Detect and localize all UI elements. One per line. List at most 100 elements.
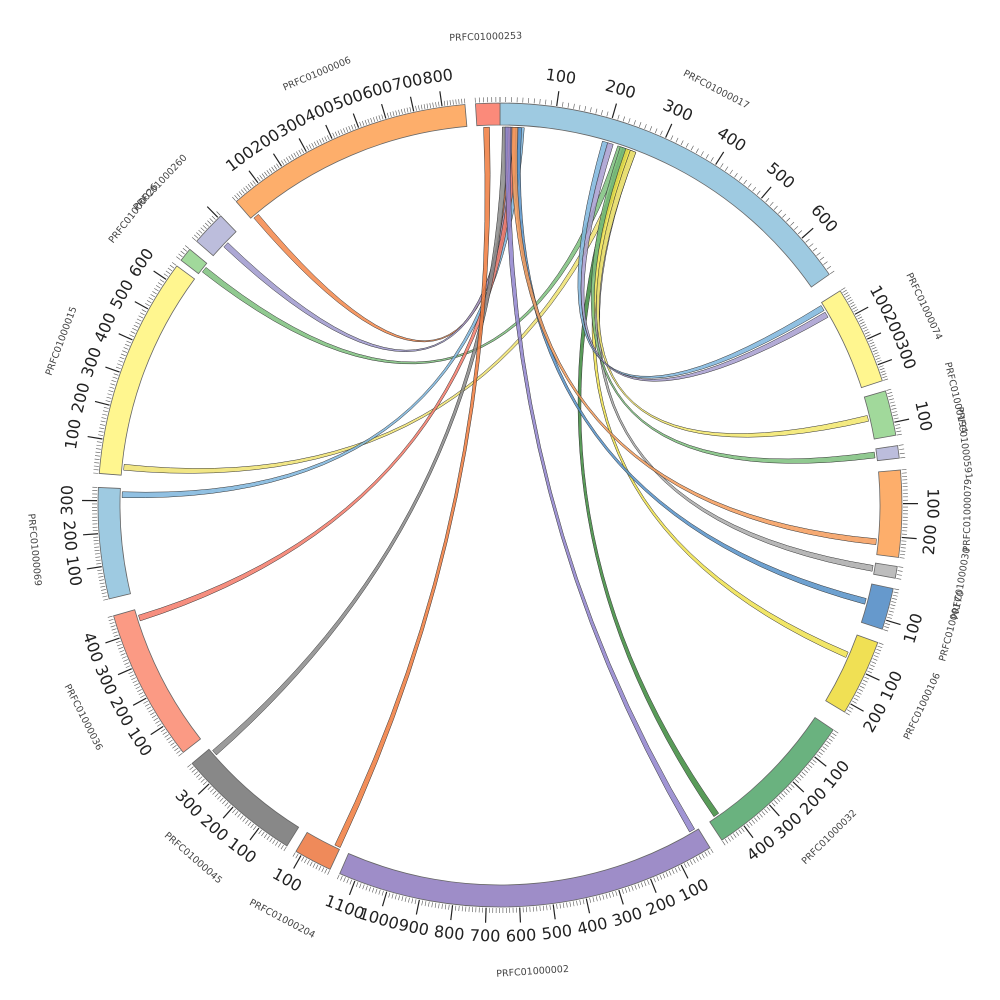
minor-tick (102, 595, 108, 598)
minor-tick (94, 553, 100, 555)
major-tick (618, 889, 624, 905)
minor-tick (859, 685, 865, 689)
tick-label: 200 (796, 783, 831, 818)
minor-tick (187, 763, 192, 768)
minor-tick (867, 670, 872, 674)
minor-tick (168, 739, 173, 744)
minor-tick (306, 859, 310, 865)
minor-tick (707, 850, 711, 855)
tick-label: 700 (470, 926, 501, 946)
segment-name-label: PRFC01000015 (44, 305, 80, 377)
minor-tick (891, 407, 897, 410)
minor-tick (290, 154, 295, 159)
minor-tick (705, 154, 709, 159)
minor-tick (269, 837, 273, 842)
minor-tick (217, 795, 222, 800)
minor-tick (261, 173, 266, 178)
segment-PRFC01000069 (97, 487, 131, 600)
minor-tick (602, 894, 605, 900)
minor-tick (268, 168, 273, 173)
major-tick (83, 533, 99, 536)
minor-tick (857, 316, 863, 320)
minor-tick (756, 815, 761, 820)
tick-label: 100 (819, 757, 853, 793)
minor-tick (589, 897, 592, 903)
tick-label: 300 (57, 485, 76, 516)
segment-PRFC01000002 (339, 828, 711, 908)
minor-tick (224, 802, 229, 807)
minor-tick (727, 837, 731, 842)
major-tick (552, 904, 556, 920)
minor-tick (101, 592, 107, 595)
minor-tick (615, 890, 618, 896)
minor-tick (692, 858, 696, 864)
minor-tick (595, 896, 598, 902)
segment-PRFC01000260 (196, 215, 237, 257)
minor-tick (556, 903, 558, 910)
segment-name-label: PRFC01000074 (903, 271, 944, 342)
minor-tick (343, 877, 346, 882)
minor-tick (455, 99, 457, 105)
minor-tick (101, 417, 107, 419)
tick-label: 800 (433, 922, 466, 944)
tick-label: 100 (269, 864, 305, 896)
minor-tick (212, 790, 217, 795)
segment-name-label: PRFC01000106 (902, 671, 943, 741)
minor-tick (170, 742, 175, 746)
minor-tick (362, 884, 365, 890)
tick-label: 200 (919, 524, 940, 556)
minor-tick (724, 839, 729, 844)
minor-tick (751, 819, 756, 824)
minor-tick (785, 788, 790, 793)
minor-tick (123, 347, 129, 350)
minor-tick (359, 121, 362, 127)
minor-tick (794, 226, 799, 230)
minor-tick (126, 340, 132, 344)
minor-tick (128, 671, 134, 674)
minor-tick (178, 253, 183, 258)
major-tick (665, 123, 673, 138)
major-tick (865, 673, 880, 681)
minor-tick (771, 802, 776, 807)
minor-tick (257, 176, 261, 182)
tick-label: 100 (876, 668, 906, 704)
minor-tick (592, 897, 595, 903)
segment-PRFC01000194 (863, 390, 897, 440)
minor-tick (219, 797, 224, 802)
minor-tick (898, 566, 904, 568)
minor-tick (426, 103, 429, 109)
minor-tick (869, 341, 875, 345)
minor-tick (668, 870, 672, 876)
minor-tick (656, 876, 659, 881)
link-ribbon (201, 145, 624, 365)
minor-tick (280, 844, 284, 850)
minor-tick (660, 130, 663, 136)
minor-tick (812, 759, 817, 763)
segment-PRFC01000017 (499, 102, 830, 288)
minor-tick (640, 882, 644, 888)
segment-PRFC01000204 (295, 831, 340, 870)
minor-tick (315, 864, 319, 870)
link-ribbon (591, 148, 849, 658)
minor-tick (301, 856, 305, 862)
minor-tick (94, 549, 100, 552)
minor-tick (698, 855, 702, 860)
minor-tick (801, 771, 806, 776)
minor-tick (157, 723, 162, 727)
minor-tick (97, 569, 103, 571)
minor-tick (886, 388, 892, 391)
minor-tick (884, 626, 890, 629)
minor-tick (601, 110, 603, 116)
minor-tick (245, 185, 250, 190)
minor-tick (392, 111, 395, 117)
minor-tick (810, 761, 815, 766)
minor-tick (110, 383, 116, 386)
minor-tick (431, 902, 433, 908)
major-tick (117, 668, 132, 676)
minor-tick (887, 613, 893, 616)
minor-tick (309, 861, 313, 867)
major-tick (801, 227, 814, 239)
minor-tick (738, 829, 742, 834)
tick-label: 200 (859, 700, 891, 736)
minor-tick (301, 148, 305, 154)
